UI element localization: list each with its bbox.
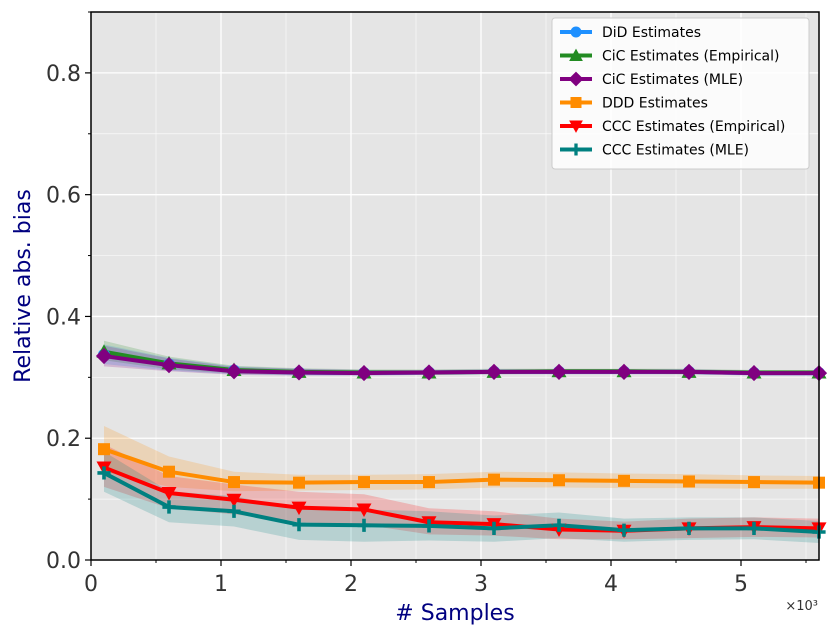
data-point — [683, 475, 695, 488]
legend-entry-label: CiC Estimates (Empirical) — [602, 49, 779, 65]
data-point — [553, 474, 565, 487]
data-point — [420, 364, 438, 381]
legend-entry-label: CCC Estimates (Empirical) — [602, 119, 785, 135]
data-point — [485, 363, 503, 380]
data-point — [552, 518, 566, 532]
legend-marker — [569, 48, 583, 61]
data-point — [747, 521, 761, 535]
data-point — [615, 363, 633, 380]
legend-marker — [569, 120, 583, 133]
data-point — [358, 476, 370, 489]
x-axis-ticks: 0 1 2 3 4 5 — [84, 560, 807, 597]
data-point — [228, 476, 240, 489]
plot-frame — [90, 11, 820, 561]
data-point — [291, 501, 307, 516]
data-point — [355, 364, 373, 382]
data-point — [682, 521, 696, 535]
data-point — [550, 363, 568, 380]
legend-entry-label: DiD Estimates — [602, 25, 701, 41]
x-tick-label: 4 — [604, 572, 618, 597]
y-tick-label: 0.0 — [46, 549, 81, 574]
data-point — [748, 476, 760, 489]
data-point — [292, 518, 306, 532]
y-tick-label: 0.4 — [46, 305, 81, 330]
confidence-band — [104, 444, 819, 540]
data-point — [226, 493, 242, 508]
data-point — [488, 473, 500, 486]
data-point — [423, 476, 435, 489]
legend-entry-label: CiC Estimates (MLE) — [602, 72, 743, 88]
x-tick-label: 0 — [84, 572, 98, 597]
legend-marker — [570, 97, 582, 108]
data-point — [97, 466, 111, 480]
series-line — [102, 470, 821, 534]
data-point — [356, 503, 372, 517]
data-point — [357, 518, 371, 532]
data-point — [745, 364, 763, 382]
x-tick-label: 5 — [734, 572, 748, 597]
legend-box — [551, 17, 810, 170]
x-axis-multiplier: ×10³ — [785, 599, 818, 614]
data-point — [95, 347, 113, 365]
series-line — [102, 354, 821, 376]
legend-entry-label: DDD Estimates — [602, 96, 708, 112]
series-markers — [95, 344, 828, 539]
data-point — [160, 357, 178, 374]
y-tick-label: 0.2 — [46, 427, 81, 452]
y-axis-ticks: 0.0 0.2 0.4 0.6 0.8 — [46, 11, 91, 574]
legend-marker — [570, 26, 582, 38]
y-tick-label: 0.8 — [46, 62, 81, 87]
data-point — [617, 523, 631, 537]
series-lines — [102, 349, 821, 534]
data-point — [225, 363, 243, 380]
data-point — [98, 443, 110, 456]
y-tick-label: 0.6 — [46, 184, 81, 209]
data-point — [293, 476, 305, 489]
data-point — [422, 519, 436, 533]
legend: DiD Estimates CiC Estimates (Empirical) Ci… — [551, 17, 810, 170]
confidence-band — [104, 426, 819, 492]
data-point — [680, 363, 698, 380]
legend-marker — [569, 143, 583, 156]
data-point — [618, 474, 630, 487]
data-point — [290, 364, 308, 381]
x-tick-label: 2 — [344, 572, 358, 597]
data-point — [161, 487, 177, 501]
data-point — [163, 465, 175, 478]
x-axis-label: # Samples — [395, 601, 514, 626]
data-point — [162, 500, 176, 514]
data-point — [487, 521, 501, 535]
legend-marker — [568, 71, 584, 87]
y-axis-label: Relative abs. bias — [11, 189, 36, 383]
series-line — [102, 447, 821, 485]
data-point — [227, 504, 241, 518]
legend-entry-label: CCC Estimates (MLE) — [602, 143, 749, 159]
x-tick-label: 3 — [474, 572, 488, 597]
x-tick-label: 1 — [214, 572, 228, 597]
